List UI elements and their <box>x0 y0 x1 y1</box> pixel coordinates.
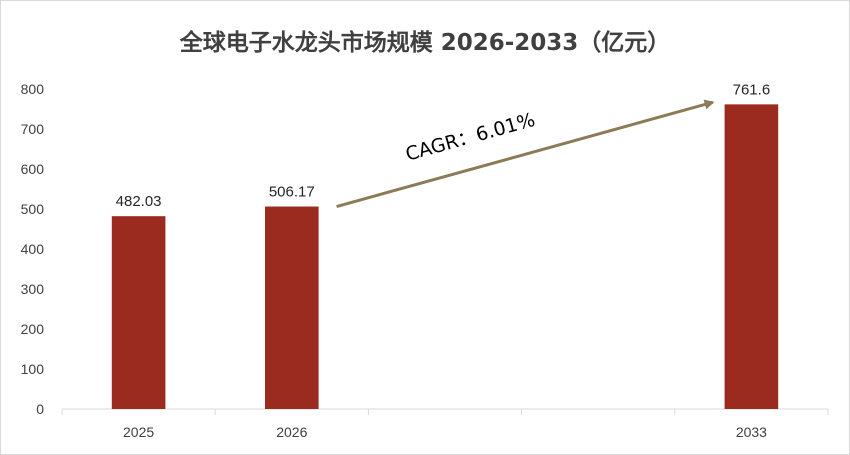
bar-2025 <box>111 216 166 409</box>
cagr-annotation: CAGR：6.01% <box>336 99 715 208</box>
x-tick-label: 2025 <box>123 424 154 440</box>
cagr-arrow <box>336 99 715 208</box>
bar-2033 <box>724 104 779 410</box>
x-axis: 2025 2026 2033 <box>61 408 829 440</box>
chart-title: 全球电子水龙头市场规模 2026-2033（亿元） <box>179 29 671 56</box>
y-tick-label: 800 <box>21 81 45 97</box>
y-tick-label: 600 <box>21 161 45 177</box>
y-tick-label: 200 <box>21 321 45 337</box>
bar-2026 <box>264 206 319 409</box>
data-label: 761.6 <box>733 81 771 98</box>
y-tick-label: 700 <box>21 121 45 137</box>
y-tick-label: 400 <box>21 241 45 257</box>
data-labels: 482.03 506.17 761.6 <box>116 81 771 210</box>
y-tick-label: 100 <box>21 361 45 377</box>
x-tick-label: 2026 <box>276 424 307 440</box>
y-tick-label: 0 <box>36 401 44 417</box>
y-tick-label: 500 <box>21 201 45 217</box>
y-tick-label: 300 <box>21 281 45 297</box>
y-axis: 0 100 200 300 400 500 600 700 800 <box>21 81 45 417</box>
data-label: 506.17 <box>269 184 315 201</box>
data-label: 482.03 <box>116 193 162 210</box>
bars <box>111 104 779 410</box>
x-tick-label: 2033 <box>736 424 767 440</box>
